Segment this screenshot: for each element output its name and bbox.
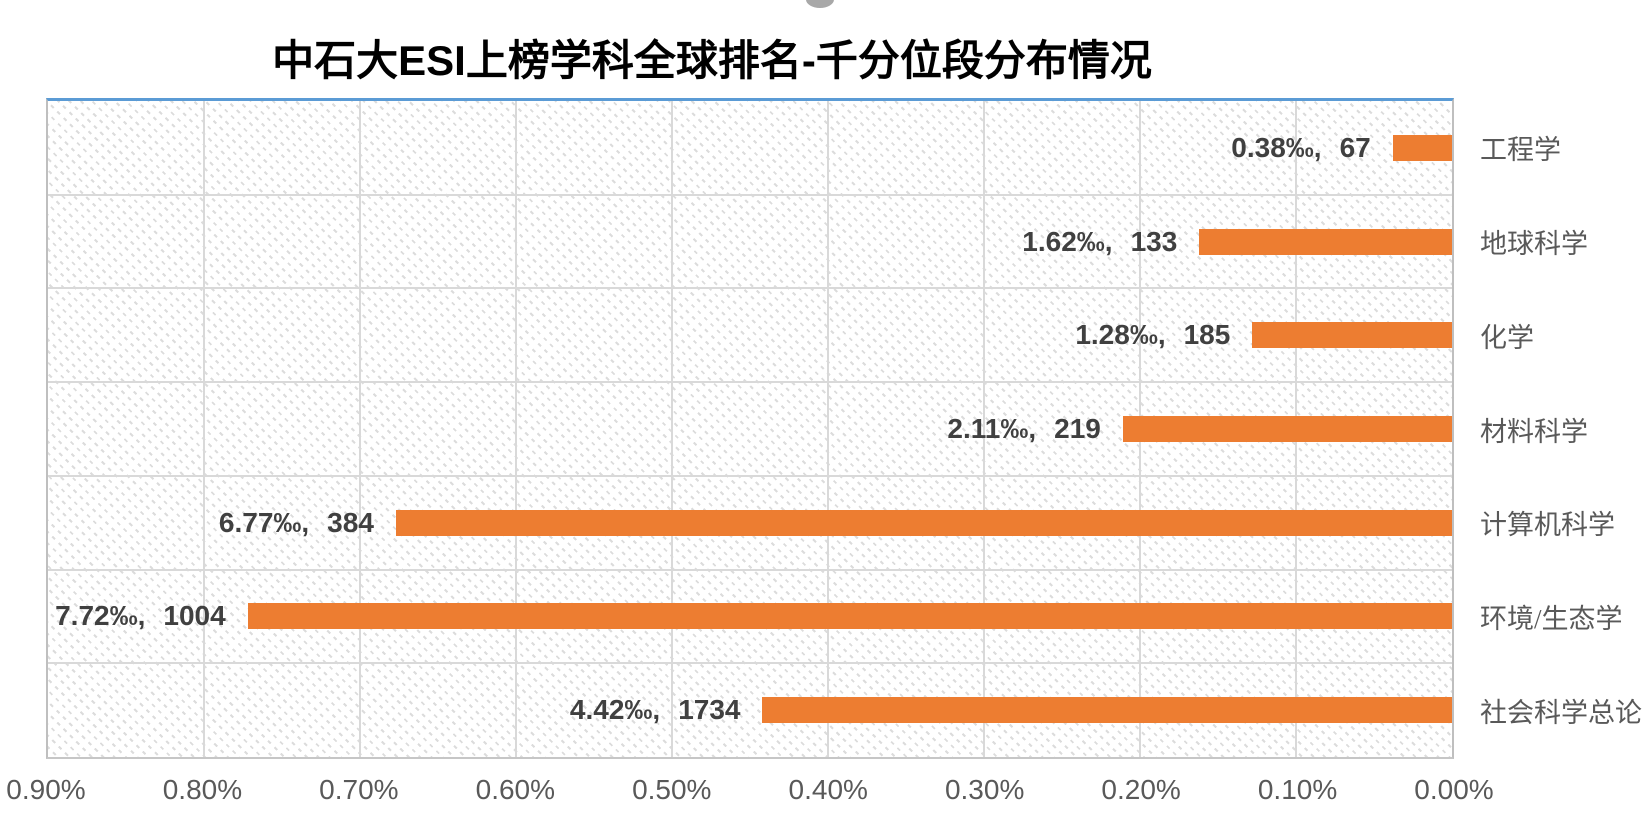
horizontal-gridline: [48, 381, 1452, 384]
chart-row: 1.62‰, 133: [48, 195, 1452, 289]
data-label-permille: 4.42‰,: [569, 694, 661, 726]
data-label: 0.38‰, 67: [1231, 132, 1370, 164]
chart-row: 0.38‰, 67: [48, 101, 1452, 195]
data-label: 1.28‰, 185: [1075, 319, 1230, 351]
plot-area: 0.38‰, 67 1.62‰, 133 1.28‰, 185 2.11‰, 2…: [46, 98, 1454, 759]
data-label-permille: 1.28‰,: [1075, 319, 1166, 351]
chart-row: 6.77‰, 384: [48, 476, 1452, 570]
data-label: 6.77‰, 384: [219, 507, 374, 539]
bar: [247, 603, 1452, 630]
x-axis-tick-label: 0.20%: [1101, 774, 1181, 805]
bar: [762, 697, 1452, 724]
category-label: 环境/生态学: [1480, 603, 1623, 634]
bar: [1252, 322, 1452, 349]
data-label-count: 219: [1054, 413, 1101, 445]
category-label: 化学: [1480, 322, 1534, 353]
data-label-permille: 7.72‰,: [55, 600, 146, 632]
category-axis: 工程学地球科学化学材料科学计算机科学环境/生态学 社会科学总论: [1480, 101, 1645, 757]
horizontal-gridline: [48, 193, 1452, 196]
bar-rows: 0.38‰, 67 1.62‰, 133 1.28‰, 185 2.11‰, 2…: [48, 101, 1452, 757]
category-label: 计算机科学: [1480, 510, 1615, 541]
x-axis-tick-label: 0.00%: [1414, 774, 1494, 805]
data-label-permille: 6.77‰,: [218, 506, 310, 538]
data-label-count: 1004: [163, 600, 226, 632]
x-axis-tick-label: 0.10%: [1257, 774, 1338, 805]
data-label-count: 185: [1183, 319, 1231, 351]
category-label: 材料科学: [1480, 416, 1588, 447]
vertical-gridline: [827, 101, 829, 757]
chart-title: 中石大ESI上榜学科全球排名-千分位段分布情况: [272, 37, 1152, 84]
selection-handle-icon: [806, 0, 834, 8]
x-axis: 0.90% 0.80% 0.70% 0.60% 0.50% 0.40% 0.30% 0.20%…: [6, 774, 1493, 814]
chart-row: 2.11‰, 219: [48, 382, 1452, 476]
horizontal-gridline: [48, 287, 1452, 290]
vertical-gridline: [983, 101, 985, 757]
category-label: 社会科学总论: [1480, 697, 1642, 728]
x-axis-tick-label: 0.60%: [475, 774, 556, 805]
data-label: 1.62‰, 133: [1022, 226, 1177, 258]
vertical-gridline: [202, 101, 205, 757]
bar: [1392, 134, 1452, 161]
x-axis-tick-label: 0.30%: [944, 774, 1025, 805]
horizontal-gridline: [48, 662, 1452, 665]
data-label-permille: 2.11‰,: [947, 413, 1037, 445]
x-axis-tick-label: 0.90%: [6, 774, 86, 805]
data-label: 4.42‰, 1734: [570, 694, 741, 726]
chart-row: 1.28‰, 185: [48, 288, 1452, 382]
data-label-permille: 0.38‰,: [1231, 131, 1322, 163]
category-label: 工程学: [1480, 135, 1561, 166]
vertical-gridline: [515, 101, 517, 757]
bar: [1199, 228, 1452, 255]
data-label-permille: 1.62‰,: [1022, 225, 1113, 257]
data-label-count: 384: [327, 506, 374, 538]
horizontal-gridline: [48, 474, 1452, 477]
data-label-count: 67: [1339, 131, 1371, 163]
bar: [1122, 416, 1452, 443]
chart-row: 7.72‰, 1004: [48, 570, 1452, 664]
category-label: 地球科学: [1480, 229, 1588, 260]
x-axis-tick-label: 0.40%: [788, 774, 868, 805]
data-label: 2.11‰, 219: [947, 413, 1100, 445]
bar: [395, 509, 1452, 536]
x-axis-tick-label: 0.70%: [319, 774, 399, 805]
data-label-count: 1734: [678, 694, 741, 726]
vertical-gridline: [670, 101, 673, 757]
vertical-gridline: [358, 101, 361, 757]
data-label: 7.72‰, 1004: [55, 600, 226, 632]
data-label-count: 133: [1130, 225, 1178, 257]
horizontal-gridline: [48, 568, 1452, 571]
chart-row: 4.42‰, 1734: [48, 663, 1452, 757]
x-axis-tick-label: 0.50%: [632, 774, 712, 805]
x-axis-tick-label: 0.80%: [162, 774, 243, 805]
